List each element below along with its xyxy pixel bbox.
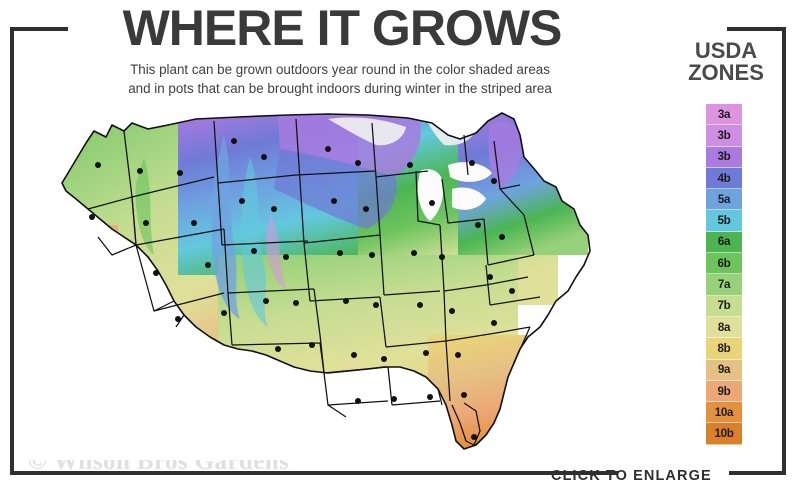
zone-swatch-5a-4: 5a [706, 189, 742, 211]
zone-swatch-6b-7: 6b [706, 253, 742, 275]
map-location-markers [89, 138, 515, 440]
subtitle-line-2: and in pots that can be brought indoors … [128, 81, 552, 97]
page-title: WHERE IT GROWS [122, 0, 563, 56]
zone-swatch-3a-0: 3a [706, 104, 742, 126]
page-subtitle: This plant can be grown outdoors year ro… [30, 60, 650, 99]
frame-top-left-segment [10, 27, 68, 31]
state-boundaries [61, 112, 591, 450]
zone-swatch-3b-2: 3b [706, 146, 742, 168]
zone-swatch-9a-12: 9a [706, 359, 742, 381]
zone-swatch-10b-15: 10b [706, 423, 742, 445]
usda-zone-map[interactable] [28, 105, 668, 460]
zone-swatch-8a-10: 8a [706, 316, 742, 339]
zone-swatch-4b-3: 4b [706, 167, 742, 190]
legend-title-line-2: ZONES [688, 60, 764, 86]
frame-bottom-right-segment [729, 471, 786, 475]
legend-title-line-1: USDA [694, 38, 758, 63]
zone-swatch-8b-11: 8b [706, 338, 742, 360]
frame-right-segment [782, 27, 786, 475]
zone-swatch-3b-1: 3b [706, 125, 742, 147]
legend-title: USDA ZONES [660, 38, 792, 86]
frame-top-right-segment [727, 27, 786, 31]
zone-swatch-9b-13: 9b [706, 380, 742, 403]
zone-swatch-6a-6: 6a [706, 231, 742, 254]
zone-swatch-7b-9: 7b [706, 295, 742, 317]
frame-bottom-left-segment [10, 471, 618, 475]
zone-swatch-7a-8: 7a [706, 274, 742, 296]
zone-swatch-10a-14: 10a [706, 402, 742, 424]
usda-zone-legend: 3a 3b 3b 4b 5a 5b 6a 6b 7a 7b 8a 8b 9a 9b 10a 10b [706, 104, 742, 445]
zone-swatch-5b-5: 5b [706, 210, 742, 232]
subtitle-line-1: This plant can be grown outdoors year ro… [130, 62, 550, 77]
frame-left-segment [10, 27, 14, 475]
click-to-enlarge-label[interactable]: CLICK TO ENLARGE [551, 468, 712, 484]
